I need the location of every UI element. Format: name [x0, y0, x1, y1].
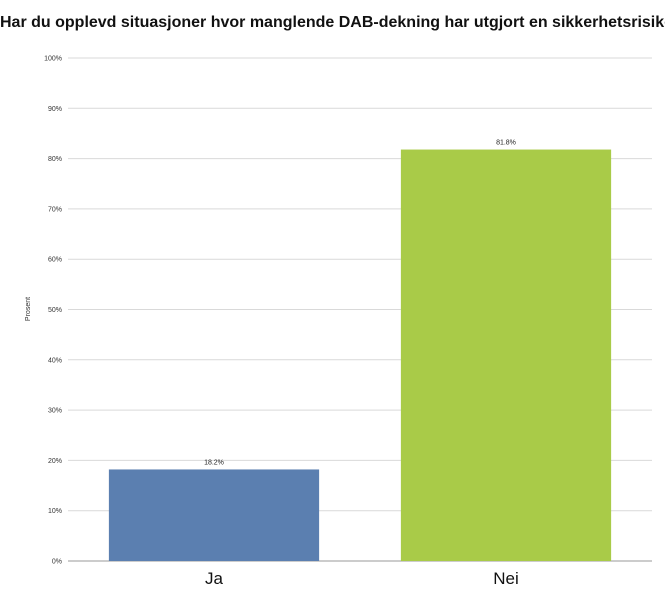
bar-ja: [108, 469, 320, 561]
bars: [108, 149, 612, 561]
y-tick-label: 70%: [48, 206, 62, 213]
x-tick-label-ja: Ja: [205, 569, 224, 588]
y-axis-ticks: 0% 10% 20% 30% 40% 50% 60% 70% 80% 90% 100%: [44, 56, 62, 566]
data-label-ja: 18.2%: [204, 459, 224, 466]
y-tick-label: 80%: [48, 156, 62, 163]
y-tick-label: 30%: [48, 408, 62, 415]
y-tick-label: 40%: [48, 357, 62, 364]
x-tick-label-nei: Nei: [493, 569, 519, 588]
data-labels: 18.2% 81.8%: [204, 140, 516, 467]
y-tick-label: 60%: [48, 257, 62, 264]
y-tick-label: 100%: [44, 56, 62, 63]
y-tick-label: 90%: [48, 106, 62, 113]
y-tick-label: 20%: [48, 458, 62, 465]
y-tick-label: 10%: [48, 508, 62, 515]
y-axis-title: Prosent: [25, 297, 32, 321]
data-label-nei: 81.8%: [496, 140, 516, 147]
y-tick-label: 0%: [52, 559, 62, 566]
x-axis-ticks: Ja Nei: [205, 569, 519, 588]
bar-nei: [400, 149, 612, 561]
y-tick-label: 50%: [48, 307, 62, 314]
chart-title: Har du opplevd situasjoner hvor manglend…: [0, 14, 665, 31]
